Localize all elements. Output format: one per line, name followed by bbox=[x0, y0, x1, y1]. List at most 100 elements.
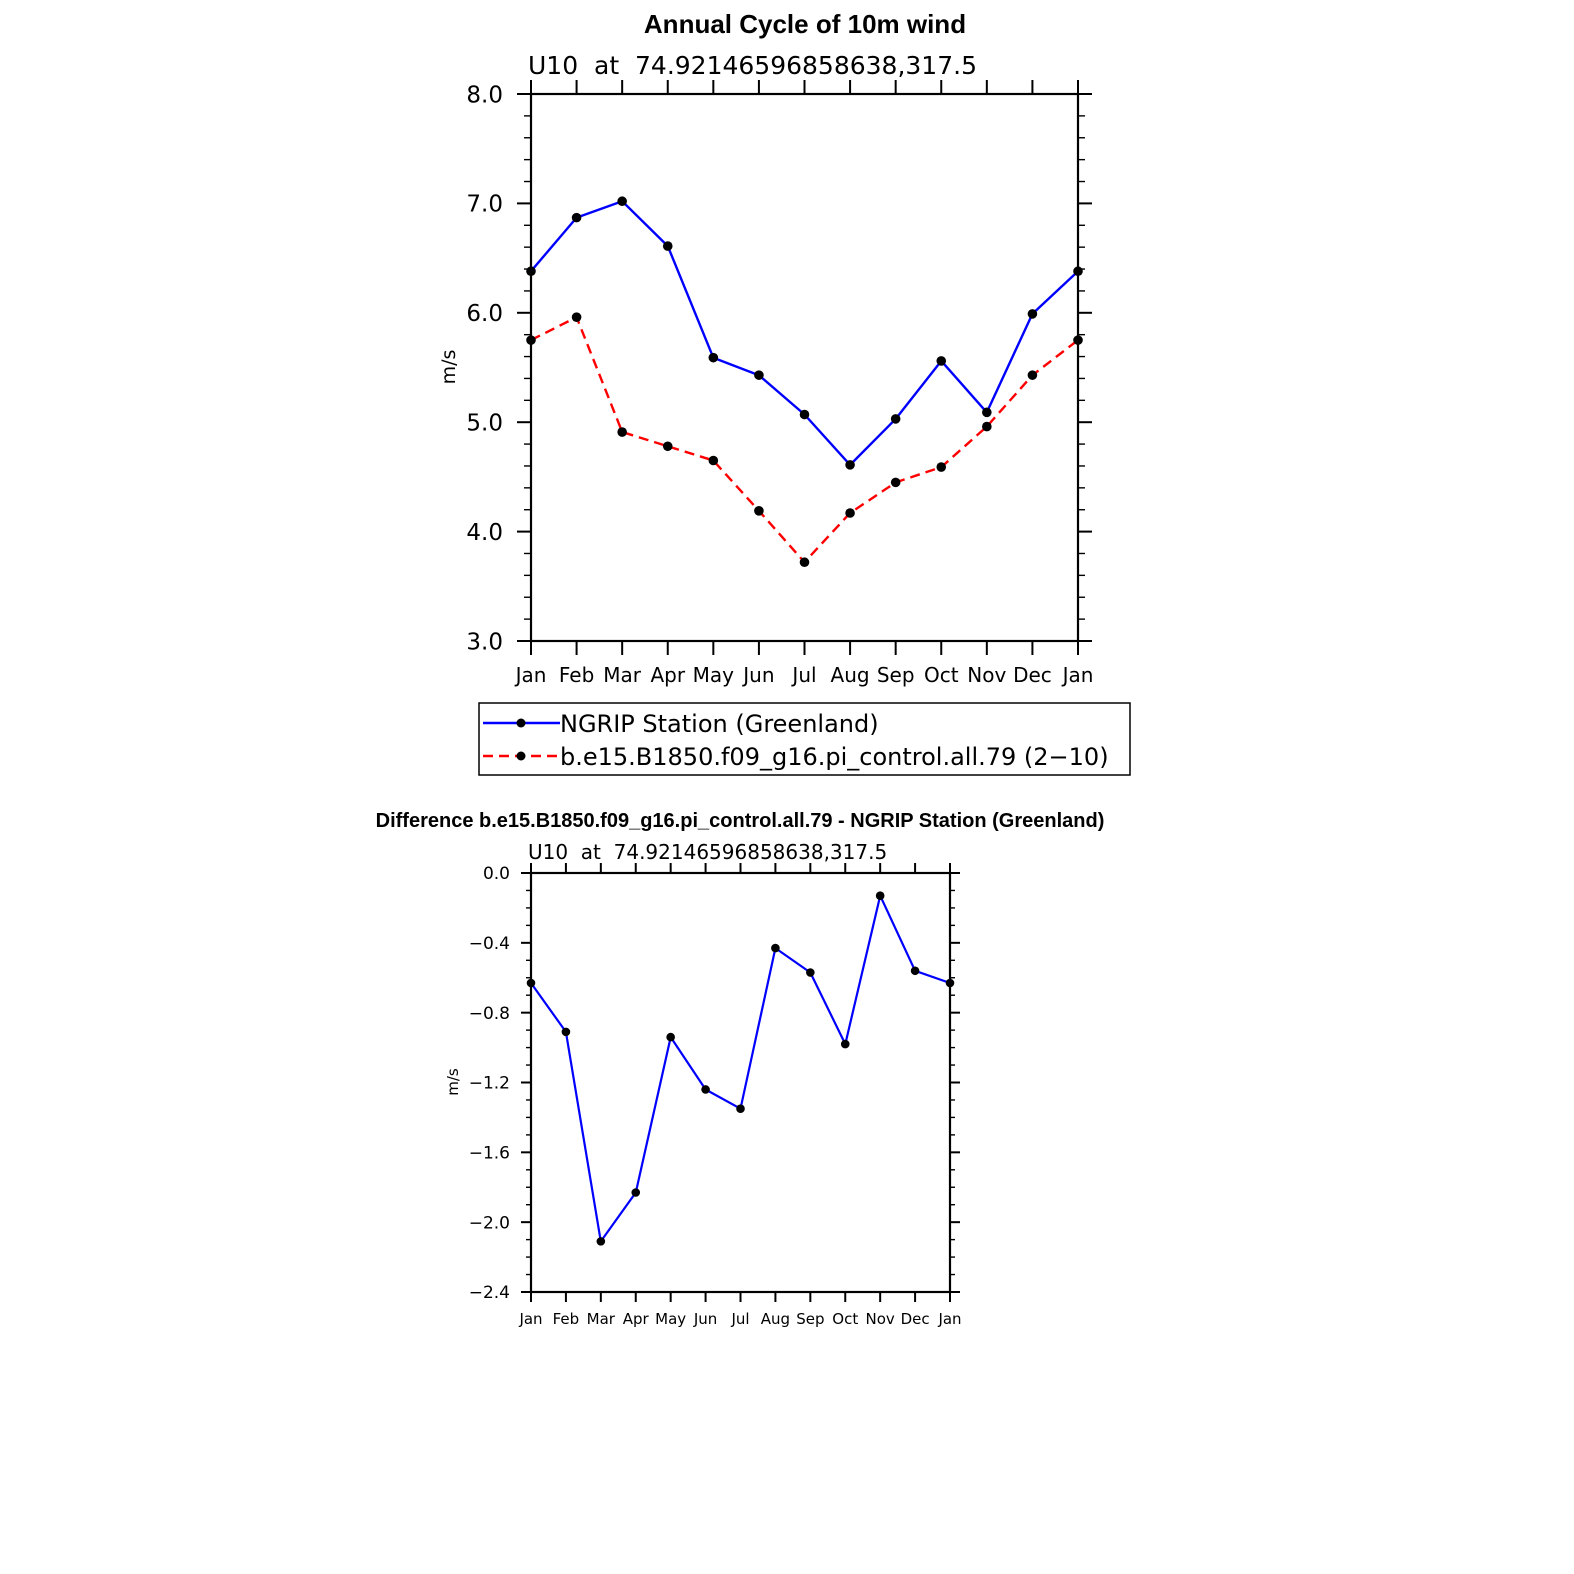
data-point bbox=[596, 1237, 606, 1246]
x-tick-label: Oct bbox=[924, 663, 959, 687]
series-lines bbox=[526, 891, 955, 1246]
x-tick-label: Jun bbox=[741, 663, 774, 687]
data-point bbox=[910, 966, 920, 976]
data-point bbox=[662, 441, 673, 452]
data-point bbox=[736, 1104, 745, 1113]
data-point bbox=[1027, 370, 1038, 380]
data-point bbox=[754, 370, 764, 380]
y-tick-label: −0.8 bbox=[469, 1004, 510, 1024]
data-point bbox=[982, 407, 992, 418]
x-tick-label: Jan bbox=[518, 1310, 542, 1328]
y-tick-label: 5.0 bbox=[466, 410, 503, 436]
chart-subtitle: U10 at 74.92146596858638,317.5 bbox=[528, 840, 887, 864]
data-point bbox=[666, 1032, 675, 1042]
data-point bbox=[840, 1039, 850, 1049]
x-tick-label: Jun bbox=[693, 1310, 717, 1328]
legend-marker-model bbox=[516, 751, 526, 761]
x-tick-label: Feb bbox=[553, 1310, 580, 1328]
data-point bbox=[1073, 266, 1083, 277]
x-tick-label: Mar bbox=[587, 1310, 616, 1328]
chart-title: Difference b.e15.B1850.f09_g16.pi_contro… bbox=[376, 810, 1105, 832]
x-tick-label: Apr bbox=[623, 1310, 650, 1328]
data-point bbox=[1073, 335, 1083, 345]
data-point bbox=[631, 1188, 641, 1197]
legend-marker-ngrip bbox=[516, 718, 526, 728]
data-point bbox=[617, 427, 627, 437]
x-tick-label: Dec bbox=[1013, 663, 1052, 687]
x-tick-label: Jan bbox=[514, 663, 547, 687]
data-point bbox=[1027, 309, 1038, 319]
data-point bbox=[936, 462, 947, 472]
annual-cycle-chart: Annual Cycle of 10m wind U10 at 74.92146… bbox=[438, 9, 1131, 776]
legend-label-model: b.e15.B1850.f09_g16.pi_control.all.79 (2… bbox=[560, 743, 1109, 771]
series-line-0 bbox=[530, 199, 1079, 467]
difference-chart: Difference b.e15.B1850.f09_g16.pi_contro… bbox=[376, 810, 1105, 1328]
y-axis-label: m/s bbox=[438, 350, 460, 385]
x-tick-label: Jul bbox=[790, 663, 816, 687]
data-point bbox=[936, 356, 947, 366]
y-tick-label: −2.4 bbox=[469, 1283, 510, 1303]
data-point bbox=[875, 891, 885, 900]
legend-box bbox=[478, 702, 1131, 776]
x-tick-label: Apr bbox=[650, 663, 685, 687]
x-tick-label: May bbox=[655, 1310, 686, 1328]
data-point bbox=[806, 968, 815, 977]
y-tick-label: −0.4 bbox=[469, 934, 510, 954]
y-tick-label: 6.0 bbox=[466, 301, 503, 327]
data-point bbox=[799, 557, 810, 568]
data-point bbox=[982, 421, 992, 432]
data-point bbox=[890, 414, 901, 424]
y-tick-label: 8.0 bbox=[466, 82, 503, 108]
legend-label-ngrip: NGRIP Station (Greenland) bbox=[560, 710, 879, 738]
y-tick-label: 7.0 bbox=[466, 192, 503, 218]
data-point bbox=[708, 455, 719, 466]
data-point bbox=[754, 506, 764, 516]
series-line-0 bbox=[530, 894, 951, 1243]
x-tick-label: Sep bbox=[877, 663, 915, 687]
chart-title: Annual Cycle of 10m wind bbox=[644, 9, 966, 39]
x-tick-label: Nov bbox=[967, 663, 1006, 687]
data-point bbox=[708, 352, 719, 363]
x-tick-label: Aug bbox=[831, 663, 870, 687]
data-point bbox=[845, 508, 855, 518]
y-axis-label: m/s bbox=[444, 1068, 462, 1096]
data-point bbox=[571, 212, 582, 223]
x-tick-label: Oct bbox=[832, 1310, 858, 1328]
data-point bbox=[771, 943, 780, 953]
plot-axes: −2.4 −2.0 −1.6 −1.2 −0.8 −0.4 0.0 Jan Feb Mar Apr M… bbox=[469, 863, 962, 1328]
data-point bbox=[617, 196, 627, 207]
plot-frame bbox=[529, 871, 952, 1294]
x-tick-label: Dec bbox=[901, 1310, 930, 1328]
data-point bbox=[701, 1085, 710, 1094]
legend: NGRIP Station (Greenland) b.e15.B1850.f0… bbox=[478, 702, 1131, 776]
x-tick-label: Mar bbox=[603, 663, 642, 687]
x-tick-label: Jan bbox=[1061, 663, 1094, 687]
data-point bbox=[799, 409, 810, 420]
series-line-1 bbox=[530, 316, 1079, 564]
data-point bbox=[561, 1027, 571, 1037]
data-point bbox=[945, 978, 955, 988]
data-point bbox=[526, 335, 536, 345]
x-tick-label: May bbox=[693, 663, 735, 687]
chart-subtitle: U10 at 74.92146596858638,317.5 bbox=[528, 51, 977, 80]
data-point bbox=[526, 978, 536, 988]
series-lines bbox=[526, 196, 1083, 568]
x-tick-label: Nov bbox=[866, 1310, 895, 1328]
data-point bbox=[890, 477, 901, 488]
data-point bbox=[526, 266, 536, 277]
plot-axes: 3.0 4.0 5.0 6.0 7.0 8.0 Jan Feb Mar Apr May Jun Jul A… bbox=[466, 80, 1093, 687]
y-tick-label: −2.0 bbox=[469, 1213, 510, 1233]
y-tick-label: 3.0 bbox=[466, 629, 503, 655]
x-tick-label: Feb bbox=[559, 663, 594, 687]
x-tick-label: Jan bbox=[937, 1310, 961, 1328]
data-point bbox=[845, 460, 855, 470]
x-tick-label: Sep bbox=[796, 1310, 824, 1328]
data-point bbox=[571, 312, 582, 322]
y-tick-label: −1.6 bbox=[469, 1143, 510, 1163]
y-tick-label: −1.2 bbox=[469, 1074, 510, 1094]
x-tick-label: Aug bbox=[761, 1310, 790, 1328]
y-tick-label: 0.0 bbox=[483, 864, 510, 884]
y-tick-label: 4.0 bbox=[466, 520, 503, 546]
data-point bbox=[662, 241, 673, 251]
